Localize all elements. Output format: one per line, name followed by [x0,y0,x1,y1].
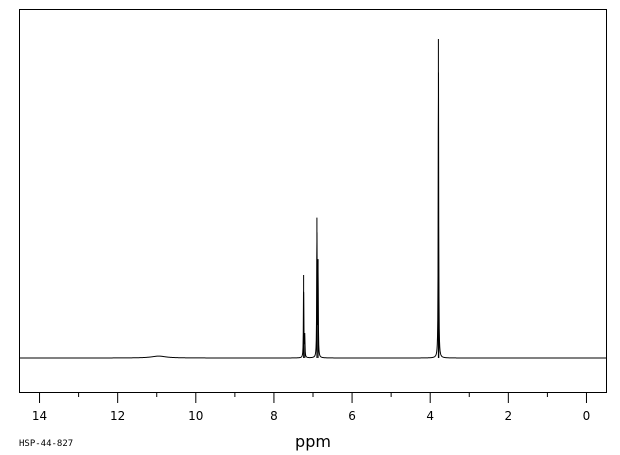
x-tick-label: 8 [270,409,278,423]
spectrum-trace [20,39,606,359]
spectrum-id-label: HSP-44-827 [19,439,73,449]
x-tick-label: 6 [348,409,356,423]
x-tick-label: 12 [110,409,125,423]
x-tick-label: 4 [426,409,434,423]
x-tick-label: 0 [583,409,591,423]
plot-frame [19,9,607,393]
x-tick-label: 14 [32,409,47,423]
x-tick-label: 2 [505,409,513,423]
x-axis: 14 12 10 8 6 4 2 0 [32,392,590,423]
x-axis-title: ppm [295,432,331,451]
x-tick-label: 10 [188,409,203,423]
